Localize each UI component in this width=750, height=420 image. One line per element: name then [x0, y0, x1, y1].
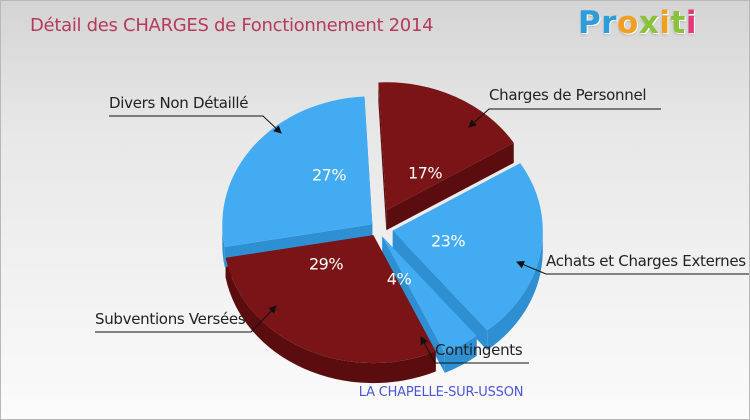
slice-percent-label: 27%	[312, 166, 346, 185]
leader-line	[420, 336, 529, 364]
leader-line	[95, 305, 277, 333]
slice-edge-wall	[392, 230, 488, 351]
slice-side-wall	[487, 230, 543, 351]
commune-name: LA CHAPELLE-SUR-USSON	[358, 385, 524, 400]
logo-letter: P	[578, 5, 602, 41]
logo-letter: i	[659, 5, 671, 41]
slice-percent-label: 17%	[408, 164, 442, 183]
pie-slice	[378, 82, 514, 211]
slice-percent-label: 29%	[309, 255, 343, 274]
pie-slice	[225, 235, 436, 364]
logo-letter: r	[601, 5, 618, 41]
slice-side-wall	[222, 224, 225, 267]
slice-edge-wall	[382, 236, 445, 373]
pie-slice	[392, 163, 543, 331]
slice-category-label: Charges de Personnel	[489, 86, 646, 104]
slice-edge-wall	[378, 82, 387, 231]
leader-line	[109, 115, 282, 134]
slice-category-label: Contingents	[435, 341, 523, 359]
slice-percent-label: 4%	[387, 270, 412, 289]
leader-line	[468, 108, 661, 128]
logo-letter: x	[638, 5, 660, 41]
slice-percent-label: 23%	[431, 232, 465, 251]
pie-slice	[222, 96, 373, 247]
logo-letter: i	[685, 5, 697, 41]
slice-side-wall	[225, 257, 436, 384]
slice-edge-wall	[386, 142, 514, 231]
slice-category-label: Divers Non Détaillé	[109, 94, 248, 112]
proxiti-logo: Proxiti	[578, 5, 697, 41]
leader-line	[516, 260, 749, 275]
pie-slice	[382, 236, 477, 353]
logo-letter: o	[617, 5, 639, 41]
slice-category-label: Subventions Versées	[95, 310, 246, 328]
logo-letter: t	[670, 5, 686, 41]
slice-category-label: Achats et Charges Externes	[546, 252, 746, 270]
chart-title: Détail des CHARGES de Fonctionnement 201…	[30, 15, 434, 36]
